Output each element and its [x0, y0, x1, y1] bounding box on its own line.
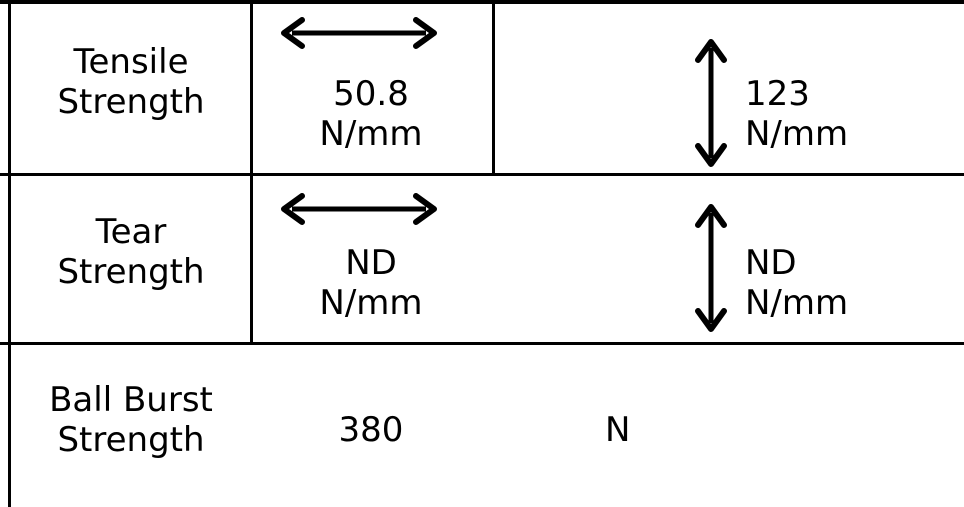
property-label-tensile: Tensile Strength [12, 42, 250, 122]
table-left-border [8, 0, 11, 507]
unit-text: N/mm [745, 114, 849, 155]
tensile-direction-1-value: 50.8 N/mm [253, 74, 489, 154]
value-text: ND [745, 243, 797, 283]
row-divider-1 [0, 173, 964, 176]
property-label-tear: Tear Strength [12, 212, 250, 292]
column-divider-1 [250, 0, 253, 345]
value-text: 123 [745, 74, 810, 114]
property-label-line: Strength [57, 82, 205, 123]
ball-burst-unit: N [605, 410, 631, 450]
property-label-line: Tear [95, 212, 167, 252]
vertical-double-arrow-icon [695, 204, 727, 332]
tensile-direction-2-value: 123 N/mm [745, 74, 848, 154]
property-label-line: Ball Burst [49, 380, 213, 420]
table-top-border [0, 0, 964, 4]
row-divider-2 [0, 342, 964, 345]
value-text: ND [345, 243, 397, 283]
ball-burst-value: 380 [338, 410, 404, 450]
column-divider-2 [492, 0, 495, 176]
property-label-line: Strength [57, 420, 205, 461]
unit-text: N/mm [319, 114, 423, 155]
tear-direction-1-value: ND N/mm [253, 243, 489, 323]
value-text: 50.8 [333, 74, 409, 114]
tear-direction-2-value: ND N/mm [745, 243, 848, 323]
unit-text: N/mm [319, 283, 423, 324]
property-label-ball-burst: Ball Burst Strength [12, 380, 250, 460]
unit-text: N/mm [745, 283, 849, 324]
vertical-double-arrow-icon [695, 39, 727, 167]
property-label-line: Tensile [73, 42, 189, 82]
property-label-line: Strength [57, 252, 205, 293]
horizontal-double-arrow-icon [281, 193, 437, 225]
horizontal-double-arrow-icon [281, 17, 437, 49]
